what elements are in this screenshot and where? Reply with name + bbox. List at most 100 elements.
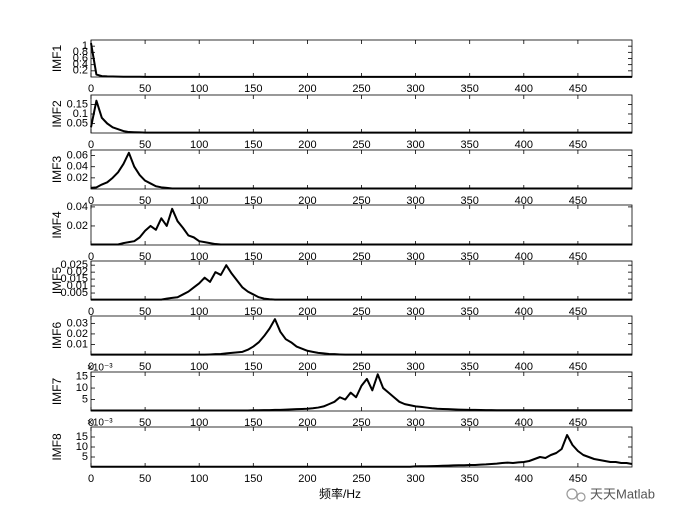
x-tick-label: 50 (139, 195, 151, 207)
x-tick-label: 150 (244, 473, 262, 485)
x-tick-label: 250 (352, 306, 370, 318)
x-tick-label: 250 (352, 473, 370, 485)
y-axis-label: IMF5 (50, 267, 64, 295)
y-axis-label: IMF1 (50, 45, 64, 73)
x-tick-label: 0 (88, 361, 94, 373)
y-tick-label: 0.8 (73, 46, 88, 58)
x-tick-label: 0 (88, 139, 94, 151)
x-tick-label: 450 (569, 251, 587, 263)
y-tick-label: 10 (76, 382, 88, 394)
y-tick-label: 0.15 (67, 98, 88, 110)
y-axis-label: IMF6 (50, 322, 64, 350)
x-tick-label: 100 (190, 83, 208, 95)
y-tick-label: 0.04 (67, 161, 88, 173)
x-tick-label: 100 (190, 306, 208, 318)
x-tick-label: 150 (244, 361, 262, 373)
x-tick-label: 250 (352, 195, 370, 207)
x-tick-label: 450 (569, 195, 587, 207)
x-tick-label: 350 (461, 251, 479, 263)
x-tick-label: 350 (461, 195, 479, 207)
y-tick-label: 5 (82, 451, 88, 463)
y-axis-label: IMF8 (50, 433, 64, 461)
x-tick-label: 450 (569, 417, 587, 429)
x-tick-label: 50 (139, 306, 151, 318)
spectrum-line (91, 373, 632, 412)
y-axis-label: IMF3 (50, 156, 64, 184)
x-tick-label: 350 (461, 473, 479, 485)
x-tick-label: 400 (515, 251, 533, 263)
x-tick-label: 350 (461, 417, 479, 429)
watermark-icon (566, 488, 586, 502)
axis-multiplier: ×10⁻³ (87, 418, 113, 429)
x-tick-label: 100 (190, 473, 208, 485)
x-tick-label: 150 (244, 417, 262, 429)
x-tick-label: 200 (298, 361, 316, 373)
x-tick-label: 200 (298, 139, 316, 151)
x-tick-label: 200 (298, 473, 316, 485)
x-tick-label: 300 (406, 473, 424, 485)
x-tick-label: 400 (515, 195, 533, 207)
x-tick-label: 250 (352, 83, 370, 95)
y-tick-label: 0.04 (67, 201, 88, 213)
x-tick-label: 400 (515, 306, 533, 318)
y-tick-label: 0.02 (67, 220, 88, 232)
x-tick-label: 300 (406, 251, 424, 263)
y-tick-label: 0.01 (67, 338, 88, 350)
x-tick-label: 350 (461, 361, 479, 373)
x-tick-label: 100 (190, 251, 208, 263)
y-axis-label: IMF2 (50, 100, 64, 128)
x-tick-label: 400 (515, 83, 533, 95)
x-tick-label: 450 (569, 306, 587, 318)
y-tick-label: 0.015 (60, 273, 88, 285)
x-tick-label: 0 (88, 83, 94, 95)
x-tick-label: 0 (88, 473, 94, 485)
x-tick-label: 250 (352, 251, 370, 263)
x-tick-label: 300 (406, 361, 424, 373)
y-tick-label: 0.025 (60, 259, 88, 271)
y-tick-label: 0.02 (67, 266, 88, 278)
x-tick-label: 50 (139, 83, 151, 95)
x-axis-label: 频率/Hz (319, 486, 361, 501)
x-tick-label: 350 (461, 139, 479, 151)
x-tick-label: 300 (406, 139, 424, 151)
x-tick-label: 450 (569, 139, 587, 151)
x-tick-label: 200 (298, 83, 316, 95)
y-tick-label: 0.6 (73, 52, 88, 64)
x-tick-label: 300 (406, 306, 424, 318)
x-tick-label: 400 (515, 139, 533, 151)
y-tick-label: 10 (76, 441, 88, 453)
x-tick-label: 50 (139, 361, 151, 373)
axis-multiplier: ×10⁻³ (87, 363, 113, 374)
x-tick-label: 100 (190, 195, 208, 207)
y-tick-label: 5 (82, 393, 88, 405)
x-tick-label: 50 (139, 417, 151, 429)
y-tick-label: 0.02 (67, 328, 88, 340)
y-tick-label: 0.01 (67, 280, 88, 292)
x-tick-label: 450 (569, 361, 587, 373)
x-tick-label: 50 (139, 251, 151, 263)
y-axis-label: IMF4 (50, 211, 64, 239)
x-tick-label: 150 (244, 251, 262, 263)
x-tick-label: 150 (244, 139, 262, 151)
x-tick-label: 0 (88, 195, 94, 207)
y-tick-label: 0.1 (73, 108, 88, 120)
watermark: 天天Matlab (590, 486, 655, 501)
x-tick-label: 300 (406, 417, 424, 429)
x-tick-label: 0 (88, 251, 94, 263)
x-tick-label: 200 (298, 306, 316, 318)
x-tick-label: 0 (88, 417, 94, 429)
y-tick-label: 15 (76, 370, 88, 382)
x-tick-label: 250 (352, 361, 370, 373)
y-tick-label: 1 (82, 40, 88, 52)
y-tick-label: 0.06 (67, 149, 88, 161)
y-tick-label: 0.05 (67, 117, 88, 129)
y-tick-label: 0.02 (67, 172, 88, 184)
x-tick-label: 400 (515, 473, 533, 485)
x-tick-label: 100 (190, 361, 208, 373)
x-tick-label: 400 (515, 417, 533, 429)
x-tick-label: 250 (352, 417, 370, 429)
x-tick-label: 200 (298, 195, 316, 207)
x-tick-label: 0 (88, 306, 94, 318)
